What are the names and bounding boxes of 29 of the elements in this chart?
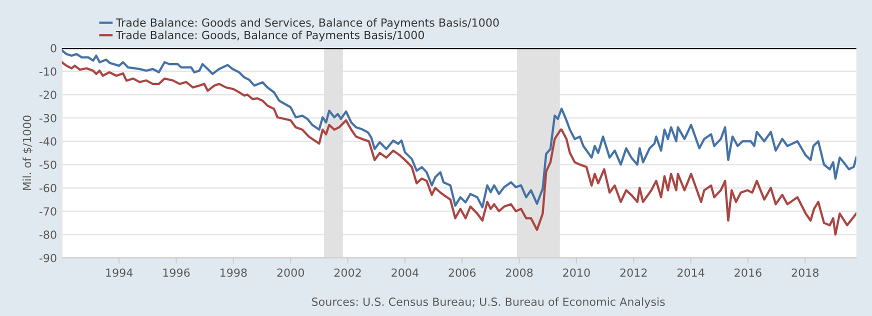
x-tick-label: 1994: [106, 268, 133, 277]
x-tick-label: 2010: [563, 268, 590, 277]
x-tick-label: 2004: [392, 268, 418, 277]
y-tick-label: -40: [39, 137, 56, 146]
y-tick-label: -70: [39, 207, 56, 216]
x-tick-label: 2000: [277, 268, 304, 277]
y-tick-label: -50: [39, 160, 56, 169]
x-tick-label: 2006: [448, 268, 476, 277]
legend-label: Trade Balance: Goods and Services, Balance of Payments Basis/1000: [116, 18, 499, 29]
x-tick-label: 2008: [506, 268, 533, 277]
line-series: [62, 49, 856, 208]
y-tick-label: 0: [50, 44, 56, 52]
y-axis-title: Mil. of $/1000: [22, 116, 33, 190]
y-tick-label: -30: [39, 114, 56, 122]
x-tick-label: 2012: [620, 268, 647, 277]
x-tick-label: 2018: [792, 268, 819, 277]
legend-label: Trade Balance: Goods, Balance of Payments Basis/1000: [116, 30, 424, 42]
x-tick-label: 2016: [734, 268, 762, 277]
line-series: [62, 61, 856, 236]
x-tick-label: 1996: [163, 268, 190, 277]
y-tick-label: -80: [39, 230, 56, 239]
y-tick-label: -10: [39, 67, 56, 76]
x-tick-label: 2002: [334, 268, 361, 277]
y-tick-label: -90: [39, 254, 56, 262]
x-tick-label: 2014: [677, 268, 704, 277]
x-tick-label: 1998: [220, 268, 247, 277]
y-tick-label: -20: [39, 90, 56, 100]
y-tick-label: -60: [39, 184, 56, 192]
source-note: Sources: U.S. Census Bureau; U.S. Bureau of Economic Analysis: [312, 297, 665, 308]
